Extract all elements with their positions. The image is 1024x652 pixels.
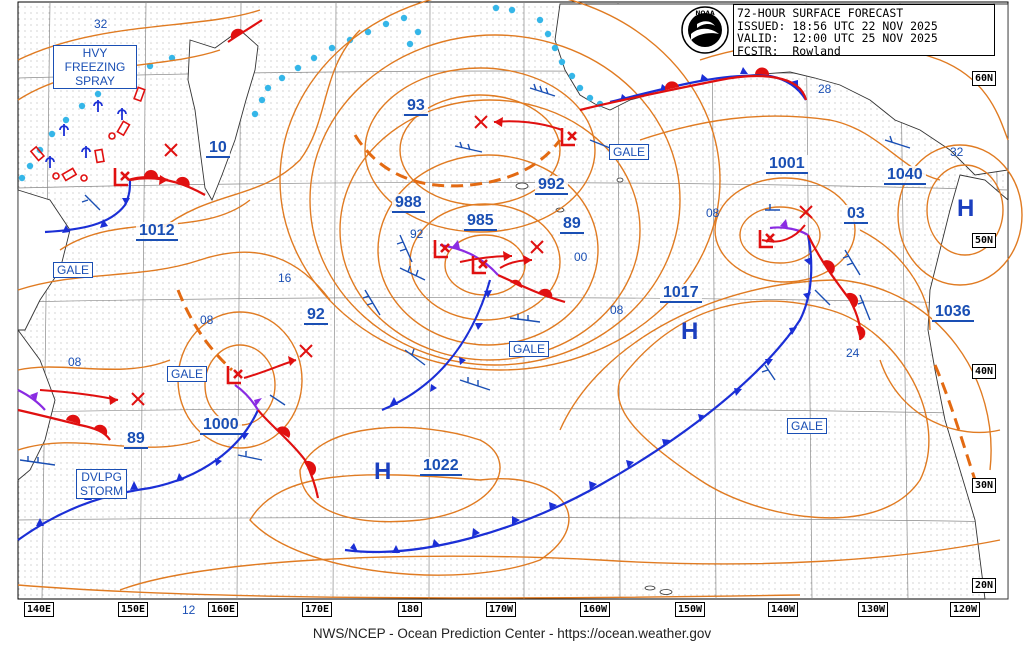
north-america-coast bbox=[927, 174, 1009, 600]
isobar-label: 24 bbox=[846, 346, 860, 360]
warning-line: SPRAY bbox=[75, 74, 115, 88]
gale-warning: GALE bbox=[509, 341, 550, 357]
pressure-label: 89 bbox=[560, 215, 584, 234]
header-title: 72-HOUR SURFACE FORECAST bbox=[737, 6, 904, 20]
latitude-label: 30N bbox=[972, 478, 997, 493]
longitude-label: 160W bbox=[580, 602, 611, 617]
warning-line: DVLPG bbox=[81, 470, 122, 484]
warning-line: STORM bbox=[80, 484, 124, 498]
isobar-label: 92 bbox=[410, 227, 424, 241]
occluded-markers bbox=[30, 219, 788, 406]
developing-storm-warning: DVLPG STORM bbox=[76, 469, 128, 499]
pressure-label: 1036 bbox=[932, 303, 974, 322]
latitude-label: 40N bbox=[972, 364, 997, 379]
pressure-label: 92 bbox=[304, 306, 328, 325]
high-center-symbol: H bbox=[681, 318, 699, 345]
warning-line: FREEZING bbox=[64, 60, 126, 74]
freezing-spray-symbols bbox=[45, 100, 127, 168]
warm-front-semicircles bbox=[66, 28, 866, 476]
isobar-label: 32 bbox=[950, 145, 964, 159]
gale-warning: GALE bbox=[53, 262, 94, 278]
header-forecaster: FCSTR: Rowland bbox=[737, 43, 841, 58]
gale-warning: GALE bbox=[167, 366, 208, 382]
isobar-label: 12 bbox=[182, 603, 196, 617]
pressure-label: 992 bbox=[535, 176, 568, 195]
longitude-label: 170E bbox=[302, 602, 333, 617]
storm-track-arrowheads bbox=[109, 117, 532, 405]
kuril-hokkaido bbox=[17, 189, 71, 331]
latitude-label: 50N bbox=[972, 233, 997, 248]
wind-barbs bbox=[19, 83, 911, 466]
warning-line: HVY bbox=[82, 46, 108, 60]
longitude-label: 130W bbox=[858, 602, 889, 617]
longitude-label: 140E bbox=[24, 602, 55, 617]
pressure-label: 988 bbox=[392, 194, 425, 213]
latitude-label: 20N bbox=[972, 578, 997, 593]
cold-front-triangles bbox=[36, 67, 812, 553]
isobar-label: 28 bbox=[818, 82, 832, 96]
svg-text:NOAA: NOAA bbox=[695, 10, 715, 17]
isobar-label: 16 bbox=[278, 271, 292, 285]
pressure-label: 1040 bbox=[884, 166, 926, 185]
ice-accretion-marks bbox=[29, 86, 146, 182]
pressure-label: 1017 bbox=[660, 284, 702, 303]
isobar-label: 08 bbox=[200, 313, 214, 327]
heavy-freezing-spray-warning: HVY FREEZING SPRAY bbox=[53, 45, 137, 89]
header-valid: VALID: 12:00 UTC 25 NOV 2025 bbox=[737, 31, 938, 45]
japan-coast bbox=[17, 328, 56, 481]
troughs bbox=[176, 134, 977, 481]
forecast-header: 72-HOUR SURFACE FORECAST ISSUED: 18:56 UT… bbox=[733, 4, 995, 58]
pressure-label: 03 bbox=[844, 205, 868, 224]
gale-warning: GALE bbox=[787, 418, 828, 434]
header-issued: ISSUED: 18:56 UTC 22 NOV 2025 bbox=[737, 18, 938, 33]
pressure-label: 89 bbox=[124, 430, 148, 449]
longitude-label: 140W bbox=[768, 602, 799, 617]
noaa-logo-icon: NOAA bbox=[681, 6, 729, 54]
gale-warning: GALE bbox=[609, 144, 650, 160]
pressure-label: 93 bbox=[404, 97, 428, 116]
forecast-x-marks bbox=[131, 115, 813, 406]
isobar-label: 00 bbox=[574, 250, 588, 264]
pressure-label: 10 bbox=[206, 139, 230, 158]
latitude-label: 60N bbox=[972, 71, 997, 86]
longitude-label: 160E bbox=[208, 602, 239, 617]
pressure-label: 1000 bbox=[200, 416, 242, 435]
low-center-symbols bbox=[113, 128, 775, 385]
longitude-label: 150W bbox=[675, 602, 706, 617]
pressure-label: 1012 bbox=[136, 222, 178, 241]
isobar-label: 08 bbox=[68, 355, 82, 369]
longitude-label: 170W bbox=[486, 602, 517, 617]
longitude-label: 120W bbox=[950, 602, 981, 617]
pressure-label: 985 bbox=[464, 212, 497, 231]
isobar-label: 08 bbox=[706, 206, 720, 220]
footer-credit: NWS/NCEP - Ocean Prediction Center - htt… bbox=[312, 626, 712, 641]
high-center-symbol: H bbox=[957, 195, 975, 222]
longitude-label: 180 bbox=[398, 602, 423, 617]
high-center-symbol: H bbox=[374, 458, 392, 485]
pressure-label: 1001 bbox=[766, 155, 808, 174]
pressure-label: 1022 bbox=[420, 457, 462, 476]
isobar-label: 08 bbox=[610, 303, 624, 317]
isobar-label: 32 bbox=[94, 17, 108, 31]
longitude-label: 150E bbox=[118, 602, 149, 617]
